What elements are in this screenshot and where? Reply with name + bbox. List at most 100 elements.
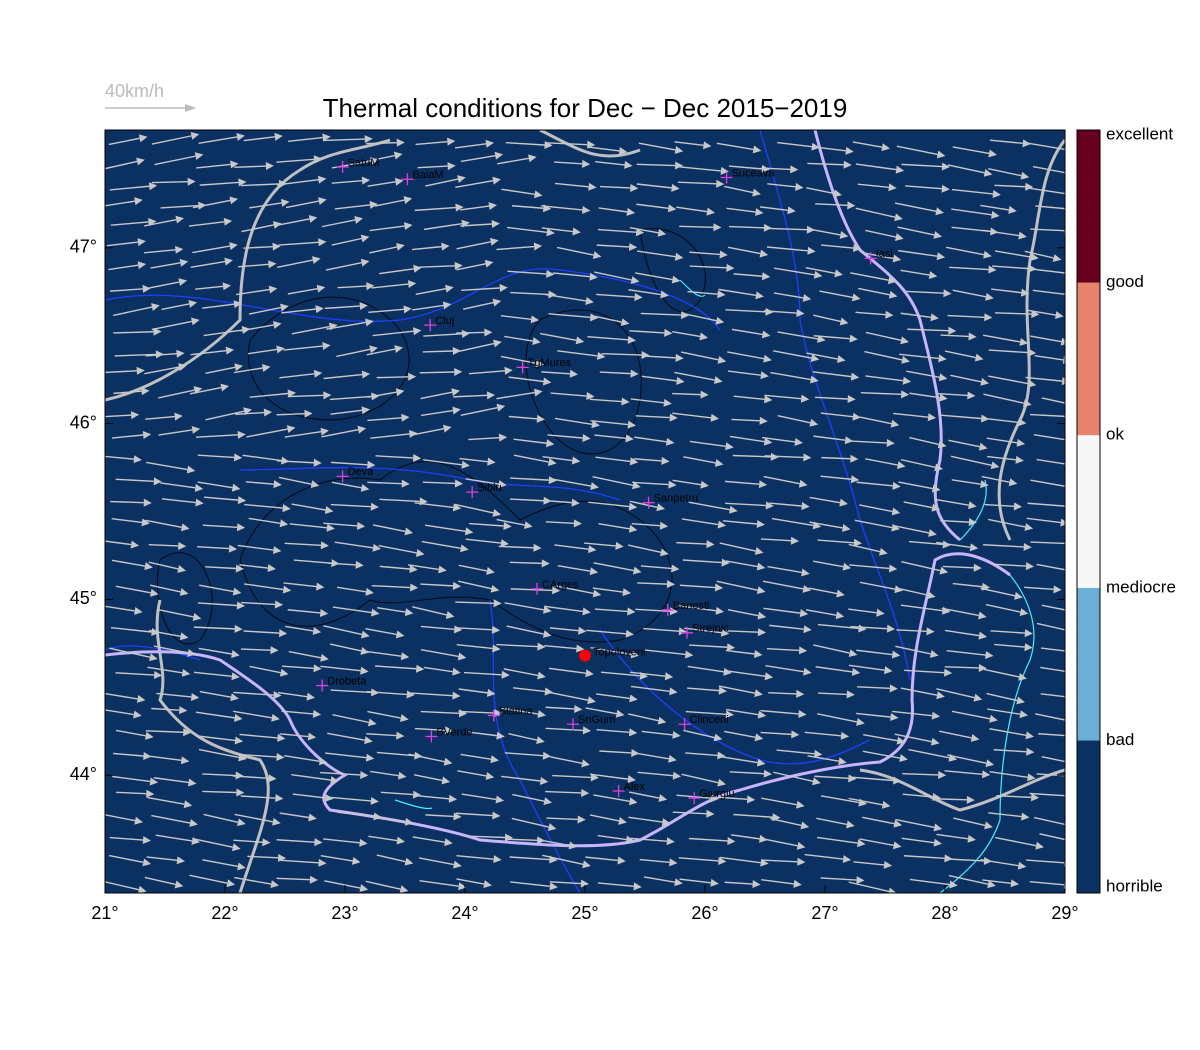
wind-arrow-shaft (557, 564, 591, 572)
wind-arrow-shaft (110, 500, 144, 504)
wind-arrow-head (195, 498, 204, 507)
wind-arrow-head (137, 238, 146, 247)
wind-arrow-head (630, 276, 640, 284)
wind-arrow-head (133, 455, 142, 464)
wind-arrow-head (706, 809, 715, 818)
wind-arrow-shaft (105, 455, 134, 460)
wind-arrow-shaft (599, 750, 632, 754)
wind-arrow-head (191, 317, 200, 326)
wind-arrow-shaft (727, 351, 765, 360)
wind-arrow-shaft (902, 773, 939, 776)
wind-arrow-head (1067, 190, 1076, 198)
wind-arrow-shaft (936, 688, 975, 699)
wind-arrow-head (273, 691, 282, 700)
wind-arrow-shaft (944, 666, 979, 669)
wind-arrow-head (490, 755, 499, 764)
wind-arrow-head (270, 646, 279, 655)
wind-arrow-head (661, 818, 671, 827)
wind-arrow-head (360, 483, 370, 492)
wind-arrow-shaft (813, 560, 844, 568)
wind-arrow-shaft (774, 267, 815, 276)
wind-arrow-head (665, 437, 675, 446)
wind-arrow-head (498, 433, 508, 442)
wind-arrow-shaft (901, 163, 943, 168)
wind-arrow-head (586, 392, 595, 401)
wind-arrow-head (725, 710, 734, 719)
wind-arrow-head (888, 290, 898, 299)
wind-arrow-shaft (248, 517, 281, 524)
wind-arrow-shaft (458, 710, 495, 714)
wind-arrow-head (142, 431, 152, 439)
city-label: Banesti (673, 600, 710, 612)
wind-arrow-shaft (456, 627, 493, 631)
wind-arrow-head (229, 242, 238, 251)
wind-arrow-shaft (146, 856, 178, 862)
wind-arrow-head (754, 547, 764, 555)
wind-arrow-shaft (511, 205, 544, 209)
wind-arrow-head (720, 628, 730, 637)
wind-arrow-head (181, 668, 191, 677)
wind-arrow-shaft (241, 183, 280, 187)
wind-arrow-shaft (279, 733, 309, 738)
wind-arrow-head (1023, 542, 1032, 551)
city-marker (567, 718, 579, 731)
wind-arrow-shaft (1038, 733, 1065, 737)
wind-arrow-shaft (332, 713, 369, 724)
wind-arrow-head (1019, 338, 1029, 346)
wind-arrow-head (1016, 696, 1025, 705)
wind-arrow-shaft (506, 226, 547, 234)
wind-arrow-shaft (989, 139, 1023, 145)
wind-arrow-head (1064, 412, 1065, 421)
wind-arrow-shaft (859, 504, 893, 513)
wind-arrow-shaft (542, 854, 584, 865)
wind-arrow-shaft (987, 455, 1017, 461)
wind-arrow-head (504, 366, 513, 375)
wind-arrow-shaft (192, 245, 231, 254)
wind-arrow-shaft (865, 458, 898, 466)
wind-arrow-head (187, 177, 196, 186)
wind-arrow-head (926, 627, 935, 636)
city-label: Giurgiu (699, 788, 734, 800)
city-label: Slatina (499, 705, 534, 717)
wind-arrow-shaft (982, 229, 1020, 237)
wind-arrow-head (836, 589, 845, 598)
wind-arrow-shaft (815, 203, 848, 207)
wind-arrow-shaft (554, 417, 593, 425)
wind-arrow-shaft (456, 241, 491, 250)
city-marker (720, 171, 733, 184)
wind-arrow-head (454, 261, 463, 270)
wind-arrow-shaft (1030, 335, 1062, 343)
wind-arrow-shaft (549, 691, 589, 701)
wind-arrow-head (893, 776, 902, 785)
wind-arrow-head (628, 524, 638, 533)
wind-arrow-shaft (811, 228, 841, 236)
wind-arrow-shaft (158, 429, 193, 436)
wind-arrow-shaft (203, 329, 243, 337)
wind-arrow-head (884, 666, 893, 675)
wind-arrow-head (547, 458, 557, 466)
wind-arrow-head (279, 668, 289, 677)
wind-arrow-shaft (115, 672, 155, 676)
wind-arrow-head (149, 777, 159, 786)
wind-arrow-shaft (455, 812, 493, 817)
wind-arrow-head (400, 714, 409, 722)
wind-arrow-shaft (681, 351, 719, 361)
wind-arrow-shaft (907, 328, 949, 332)
wind-arrow-head (492, 509, 502, 517)
wind-arrow-shaft (765, 664, 804, 673)
wind-arrow-shaft (278, 241, 319, 246)
wind-arrow-head (492, 298, 502, 307)
wind-arrow-shaft (408, 564, 439, 571)
wind-arrow-head (713, 733, 723, 742)
wind-arrow-shaft (813, 335, 850, 340)
wind-arrow-head (175, 215, 185, 224)
wind-arrow-head (629, 457, 639, 466)
wind-arrow-head (1014, 591, 1023, 600)
wind-arrow-shaft (420, 583, 454, 587)
wind-arrow-shaft (153, 777, 189, 784)
wind-arrow-shaft (149, 281, 180, 289)
wind-arrow-shaft (276, 839, 315, 843)
wind-arrow-head (763, 354, 772, 363)
wind-arrow-shaft (148, 629, 181, 638)
wind-arrow-head (758, 480, 768, 489)
